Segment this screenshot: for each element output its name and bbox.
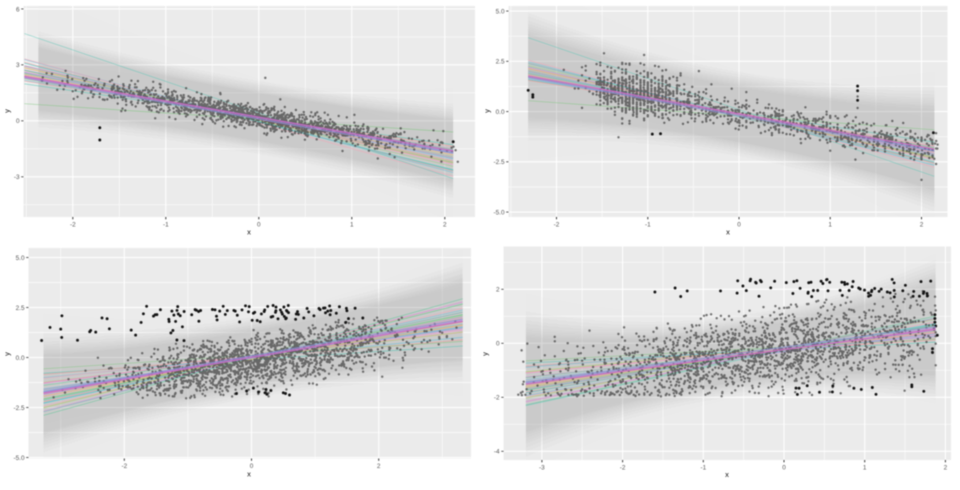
svg-text:2: 2 — [377, 463, 381, 470]
svg-text:y: y — [483, 109, 492, 113]
svg-text:x: x — [247, 228, 251, 237]
svg-text:-5.0: -5.0 — [493, 210, 504, 217]
svg-text:0: 0 — [16, 118, 20, 125]
svg-text:y: y — [3, 109, 12, 113]
svg-text:2: 2 — [944, 465, 948, 472]
svg-text:x: x — [726, 228, 730, 237]
svg-text:5.0: 5.0 — [16, 255, 25, 262]
svg-text:-1: -1 — [645, 222, 651, 229]
svg-text:x: x — [725, 470, 729, 479]
svg-text:-4: -4 — [494, 449, 500, 456]
svg-text:-2: -2 — [121, 463, 127, 470]
svg-text:-2: -2 — [554, 222, 560, 229]
svg-text:-5.0: -5.0 — [13, 455, 24, 462]
svg-text:-3: -3 — [14, 174, 20, 181]
svg-text:2: 2 — [496, 287, 500, 294]
svg-text:-3: -3 — [539, 465, 545, 472]
svg-text:-2: -2 — [620, 465, 626, 472]
svg-text:1: 1 — [863, 465, 867, 472]
svg-text:y: y — [3, 352, 12, 356]
svg-text:1: 1 — [350, 222, 354, 229]
svg-text:-2: -2 — [494, 395, 500, 402]
svg-text:2: 2 — [443, 222, 447, 229]
svg-text:2.5: 2.5 — [496, 59, 505, 66]
svg-text:-1: -1 — [700, 465, 706, 472]
svg-text:-1: -1 — [163, 222, 169, 229]
svg-text:-2: -2 — [70, 222, 76, 229]
svg-text:y: y — [481, 352, 490, 356]
svg-text:-2.5: -2.5 — [493, 159, 504, 166]
svg-text:6: 6 — [16, 6, 20, 13]
svg-text:0: 0 — [782, 465, 786, 472]
svg-text:0: 0 — [250, 463, 254, 470]
svg-text:5.0: 5.0 — [496, 9, 505, 16]
svg-text:2: 2 — [920, 222, 924, 229]
svg-text:0.0: 0.0 — [16, 355, 25, 362]
svg-text:0: 0 — [257, 222, 261, 229]
svg-text:x: x — [247, 470, 251, 479]
svg-text:3: 3 — [16, 62, 20, 69]
svg-text:0.0: 0.0 — [496, 109, 505, 116]
svg-text:1: 1 — [828, 222, 832, 229]
svg-text:-2.5: -2.5 — [13, 405, 24, 412]
svg-text:0: 0 — [737, 222, 741, 229]
svg-text:2.5: 2.5 — [16, 305, 25, 312]
svg-text:0: 0 — [496, 341, 500, 348]
